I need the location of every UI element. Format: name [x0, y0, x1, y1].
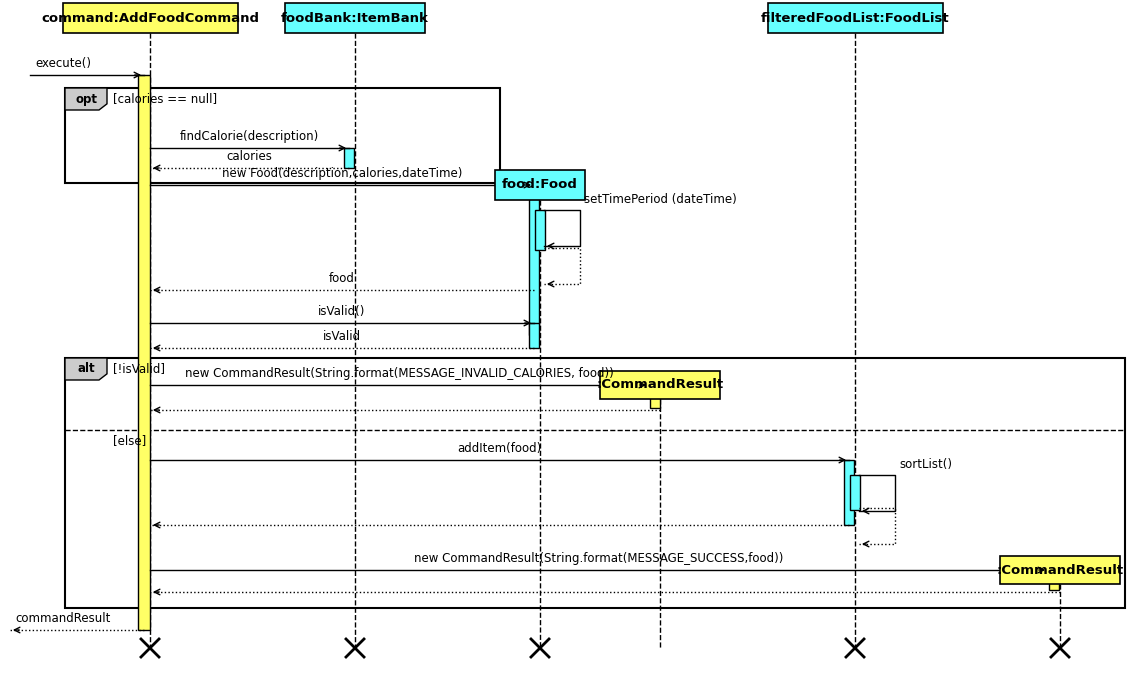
Text: food:Food: food:Food — [502, 179, 578, 191]
Bar — [535, 210, 545, 250]
Text: command:AddFoodCommand: command:AddFoodCommand — [41, 12, 259, 24]
Text: [!isValid]: [!isValid] — [113, 363, 165, 375]
Bar — [65, 358, 1125, 608]
Text: :CommandResult: :CommandResult — [996, 564, 1123, 576]
Bar — [495, 170, 584, 200]
Text: addItem(food): addItem(food) — [457, 442, 542, 455]
Text: commandResult: commandResult — [15, 612, 110, 625]
Polygon shape — [65, 358, 107, 380]
Text: findCalorie(description): findCalorie(description) — [180, 130, 319, 143]
Text: [calories == null]: [calories == null] — [113, 92, 217, 105]
Text: sortList(): sortList() — [898, 458, 952, 471]
Text: isValid(): isValid() — [319, 305, 366, 318]
Text: calories: calories — [227, 150, 273, 163]
Text: execute(): execute() — [36, 57, 91, 70]
Bar — [529, 185, 539, 335]
Bar — [529, 323, 539, 348]
Bar — [65, 88, 500, 183]
Text: new CommandResult(String.format(MESSAGE_INVALID_CALORIES, food)): new CommandResult(String.format(MESSAGE_… — [186, 367, 614, 380]
Text: food: food — [329, 272, 355, 285]
Text: new CommandResult(String.format(MESSAGE_SUCCESS,food)): new CommandResult(String.format(MESSAGE_… — [415, 552, 784, 565]
Bar — [63, 3, 237, 33]
Bar — [1049, 570, 1059, 590]
Bar — [285, 3, 425, 33]
Bar — [344, 148, 354, 168]
Text: isValid: isValid — [323, 330, 361, 343]
Text: [else]: [else] — [113, 435, 147, 447]
Bar — [601, 371, 720, 399]
Text: alt: alt — [77, 363, 95, 375]
Bar — [850, 475, 860, 510]
Bar — [843, 460, 854, 525]
Polygon shape — [65, 88, 107, 110]
Text: new Food(description,calories,dateTime): new Food(description,calories,dateTime) — [222, 167, 462, 180]
Text: foodBank:ItemBank: foodBank:ItemBank — [281, 12, 429, 24]
Text: filteredFoodList:FoodList: filteredFoodList:FoodList — [761, 12, 949, 24]
Bar — [650, 385, 660, 408]
Bar — [138, 75, 150, 630]
Text: :CommandResult: :CommandResult — [596, 378, 723, 392]
Bar — [768, 3, 942, 33]
Text: opt: opt — [74, 92, 97, 105]
Bar — [1000, 556, 1120, 584]
Text: setTimePeriod (dateTime): setTimePeriod (dateTime) — [584, 193, 737, 206]
